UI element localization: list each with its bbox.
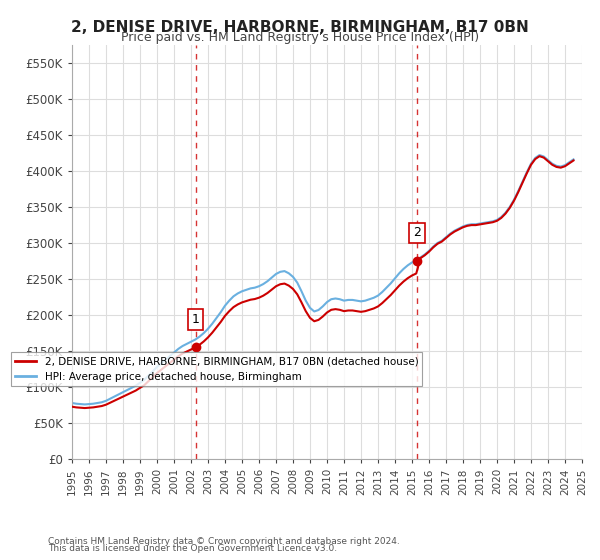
Text: This data is licensed under the Open Government Licence v3.0.: This data is licensed under the Open Gov…: [48, 544, 337, 553]
Legend: 2, DENISE DRIVE, HARBORNE, BIRMINGHAM, B17 0BN (detached house), HPI: Average pr: 2, DENISE DRIVE, HARBORNE, BIRMINGHAM, B…: [11, 352, 422, 386]
Text: 1: 1: [192, 313, 200, 326]
Text: 2: 2: [413, 226, 421, 239]
Text: Contains HM Land Registry data © Crown copyright and database right 2024.: Contains HM Land Registry data © Crown c…: [48, 537, 400, 546]
Text: 2, DENISE DRIVE, HARBORNE, BIRMINGHAM, B17 0BN: 2, DENISE DRIVE, HARBORNE, BIRMINGHAM, B…: [71, 20, 529, 35]
Text: Price paid vs. HM Land Registry's House Price Index (HPI): Price paid vs. HM Land Registry's House …: [121, 31, 479, 44]
